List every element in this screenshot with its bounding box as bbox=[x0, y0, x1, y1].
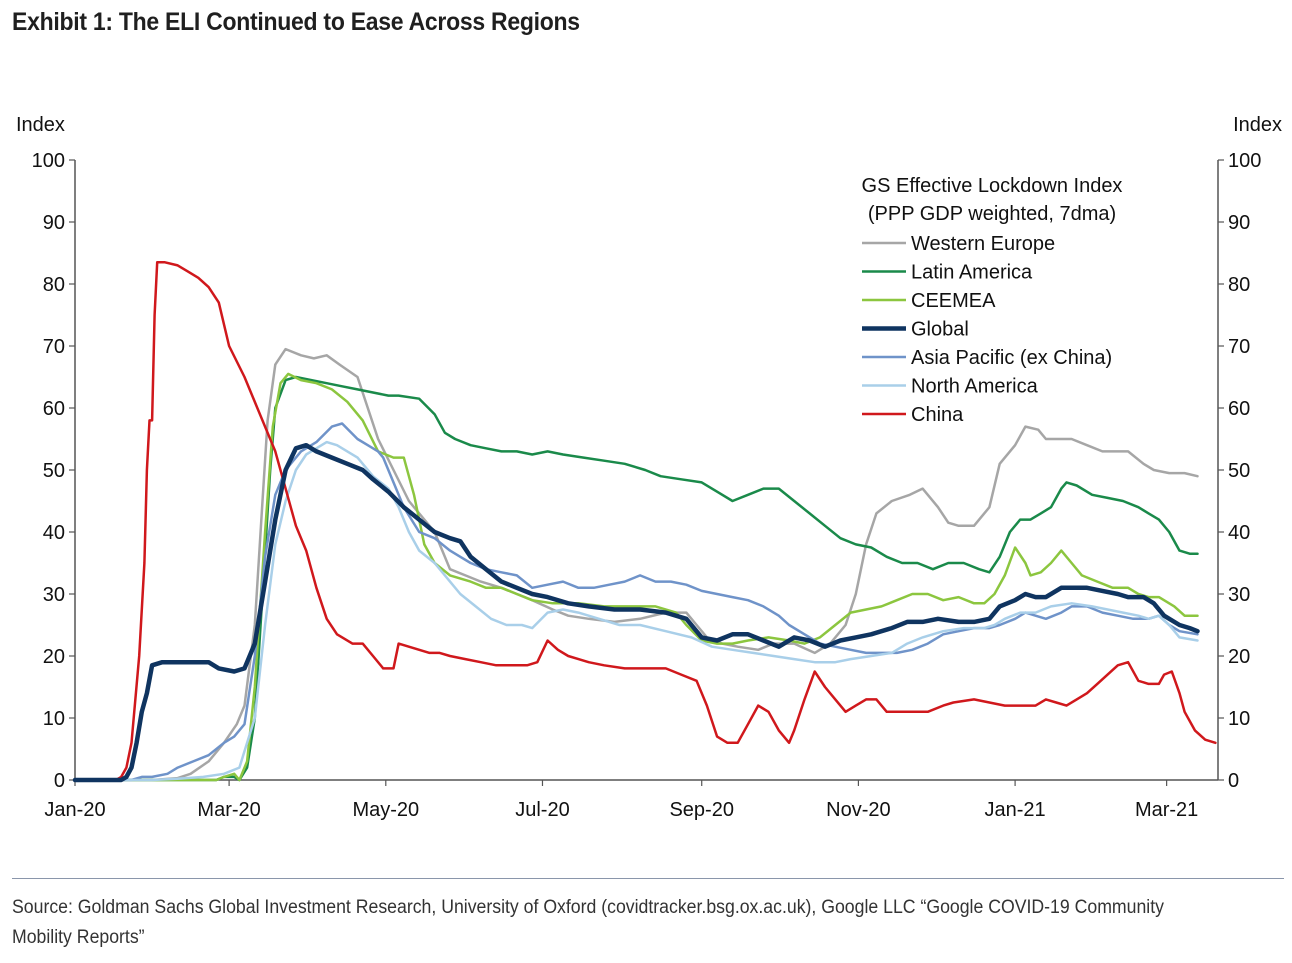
series-line-global bbox=[72, 442, 1200, 783]
axes-layer: 0 0 10 10 20 20 30 30 40 40 50 50 60 60 70 70 80 80 90 90 10… bbox=[32, 150, 1262, 821]
x-tick-label: Nov-20 bbox=[826, 799, 890, 821]
series-line-north-america bbox=[73, 440, 1199, 782]
y-tick-label-left: 10 bbox=[43, 708, 65, 730]
legend-label-asia-pacific-ex-china: Asia Pacific (ex China) bbox=[911, 347, 1112, 369]
legend-label-north-america: North America bbox=[911, 376, 1039, 398]
x-tick-label: May-20 bbox=[352, 799, 419, 821]
legend-label-western-europe: Western Europe bbox=[911, 233, 1055, 255]
y-tick-label-left: 20 bbox=[43, 646, 65, 668]
legend-title-line2: (PPP GDP weighted, 7dma) bbox=[868, 203, 1116, 225]
y-tick-label-right: 20 bbox=[1228, 646, 1250, 668]
series-line-china bbox=[73, 261, 1217, 782]
right-axis-label: Index bbox=[1233, 114, 1282, 136]
x-tick-label: Jan-21 bbox=[985, 799, 1046, 821]
y-tick-label-left: 80 bbox=[43, 274, 65, 296]
x-tick-label: Sep-20 bbox=[669, 799, 734, 821]
y-tick-label-left: 50 bbox=[43, 460, 65, 482]
y-tick-label-right: 100 bbox=[1228, 150, 1261, 172]
line-chart: Index Index 0 0 10 10 20 20 30 30 40 40 50 50 60 60 70… bbox=[16, 114, 1282, 821]
legend-title-line1: GS Effective Lockdown Index bbox=[862, 175, 1123, 197]
x-tick-label: Mar-20 bbox=[197, 799, 260, 821]
legend-label-ceemea: CEEMEA bbox=[911, 290, 996, 312]
series-line-western-europe bbox=[73, 347, 1199, 782]
y-tick-label-left: 90 bbox=[43, 212, 65, 234]
y-tick-label-left: 60 bbox=[43, 398, 65, 420]
y-tick-label-right: 50 bbox=[1228, 460, 1250, 482]
y-tick-label-right: 60 bbox=[1228, 398, 1250, 420]
source-divider bbox=[12, 878, 1284, 879]
series-line-asia-pacific-ex-china bbox=[73, 422, 1199, 782]
page-title: Exhibit 1: The ELI Continued to Ease Acr… bbox=[12, 8, 580, 36]
legend-label-global: Global bbox=[911, 319, 969, 341]
y-tick-label-right: 0 bbox=[1228, 770, 1239, 792]
y-tick-label-left: 40 bbox=[43, 522, 65, 544]
y-tick-label-left: 70 bbox=[43, 336, 65, 358]
y-tick-label-right: 90 bbox=[1228, 212, 1250, 234]
x-tick-label: Mar-21 bbox=[1135, 799, 1198, 821]
series-line-latin-america bbox=[73, 375, 1199, 782]
series-line-ceemea bbox=[73, 372, 1199, 782]
y-tick-label-right: 70 bbox=[1228, 336, 1250, 358]
legend-label-china: China bbox=[911, 404, 964, 426]
y-tick-label-left: 0 bbox=[54, 770, 65, 792]
source-note: Source: Goldman Sachs Global Investment … bbox=[12, 897, 1164, 948]
x-tick-label: Jul-20 bbox=[515, 799, 569, 821]
series-layer bbox=[72, 261, 1217, 783]
y-tick-label-right: 40 bbox=[1228, 522, 1250, 544]
y-tick-label-left: 100 bbox=[32, 150, 65, 172]
y-tick-label-right: 30 bbox=[1228, 584, 1250, 606]
left-axis-label: Index bbox=[16, 114, 65, 136]
x-tick-label: Jan-20 bbox=[44, 799, 105, 821]
legend: GS Effective Lockdown Index (PPP GDP wei… bbox=[862, 175, 1123, 426]
y-tick-label-left: 30 bbox=[43, 584, 65, 606]
y-tick-label-right: 80 bbox=[1228, 274, 1250, 296]
legend-label-latin-america: Latin America bbox=[911, 262, 1033, 284]
y-tick-label-right: 10 bbox=[1228, 708, 1250, 730]
